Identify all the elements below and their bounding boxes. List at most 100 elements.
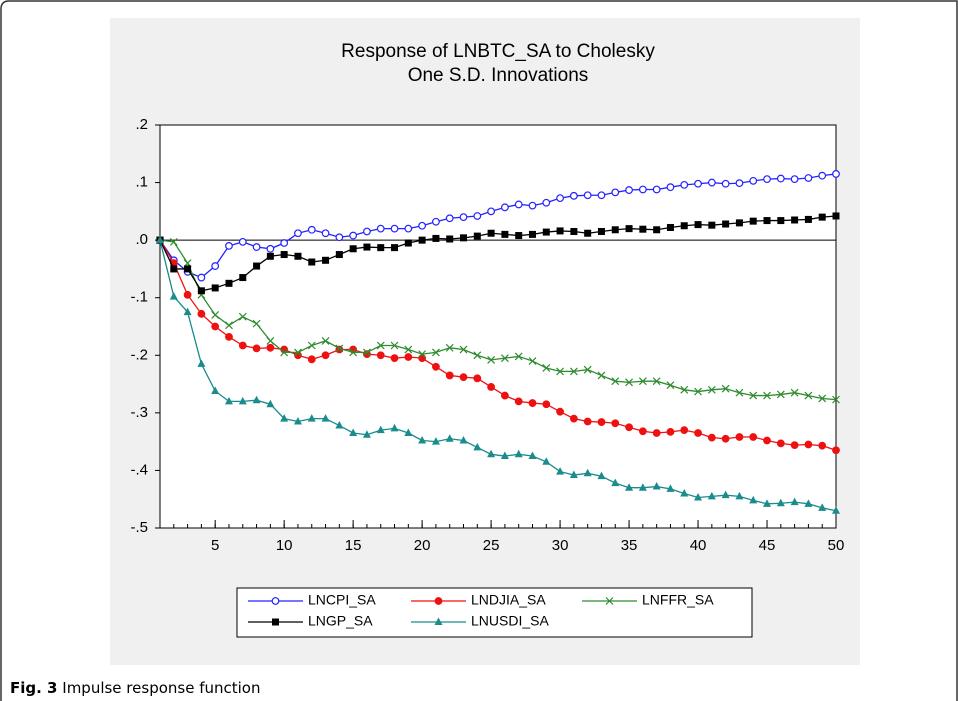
data-point	[790, 441, 799, 449]
data-point	[266, 336, 275, 345]
data-point	[763, 499, 772, 507]
data-point	[832, 446, 840, 455]
data-point	[418, 350, 427, 359]
legend-label: LNCPI_SA	[308, 592, 376, 608]
data-point	[294, 348, 302, 357]
legend-label: LNGP_SA	[308, 613, 373, 629]
data-point	[238, 396, 247, 405]
data-point	[363, 243, 371, 251]
data-point	[790, 497, 799, 506]
data-point	[184, 265, 192, 273]
data-point	[542, 400, 551, 409]
data-point	[832, 170, 840, 178]
data-point	[169, 237, 178, 246]
data-point	[722, 220, 730, 228]
data-point	[804, 215, 812, 223]
data-point	[721, 434, 730, 443]
data-point	[252, 243, 261, 251]
data-point	[211, 386, 220, 394]
data-point	[321, 351, 330, 360]
data-point	[528, 230, 536, 238]
data-point	[791, 216, 799, 224]
data-point	[349, 231, 358, 240]
data-point	[749, 433, 758, 441]
data-point	[335, 421, 344, 429]
data-point	[363, 227, 371, 236]
data-point	[556, 367, 565, 376]
data-point	[556, 227, 564, 235]
data-point	[777, 217, 785, 225]
y-tick-label: -.5	[130, 519, 148, 536]
data-point	[390, 224, 399, 233]
data-point	[749, 391, 758, 400]
data-point	[376, 341, 385, 350]
data-point	[252, 395, 261, 404]
data-point	[432, 362, 440, 371]
data-point	[294, 229, 302, 238]
data-point	[625, 483, 634, 491]
data-point	[363, 348, 371, 357]
y-tick-label: .0	[135, 231, 148, 248]
data-point	[528, 357, 537, 365]
data-point	[652, 185, 661, 194]
data-point	[349, 245, 357, 253]
data-point	[307, 414, 316, 422]
data-point	[404, 239, 412, 247]
data-point	[487, 229, 495, 237]
data-point	[707, 433, 716, 442]
data-point	[763, 175, 771, 184]
data-point	[666, 381, 675, 390]
data-point	[418, 221, 427, 230]
data-point	[294, 252, 302, 260]
data-point	[776, 439, 785, 448]
data-point	[238, 312, 247, 321]
data-point	[500, 354, 509, 363]
y-tick-label: -.4	[130, 461, 148, 478]
data-point	[569, 367, 578, 376]
y-tick-label: -.3	[130, 404, 148, 421]
data-point	[694, 387, 702, 396]
data-point	[487, 449, 496, 458]
data-point	[528, 451, 537, 460]
data-point	[460, 234, 468, 242]
data-point	[169, 292, 178, 300]
data-point	[445, 214, 454, 223]
data-point	[446, 235, 454, 243]
data-point	[501, 230, 509, 238]
data-point	[307, 225, 316, 234]
data-point	[253, 262, 261, 270]
chart-title: One S.D. Innovations	[408, 65, 589, 86]
data-point	[377, 244, 385, 252]
data-point	[432, 217, 440, 226]
data-point	[211, 322, 220, 331]
data-point	[197, 359, 206, 367]
data-point	[487, 383, 496, 391]
data-point	[473, 442, 482, 451]
data-point	[404, 353, 413, 361]
data-point	[583, 191, 592, 200]
data-point	[542, 198, 551, 207]
data-point	[514, 200, 523, 209]
data-point	[528, 201, 537, 210]
data-point	[404, 428, 413, 437]
data-point	[735, 219, 743, 227]
data-point	[528, 399, 537, 407]
data-point	[349, 348, 358, 357]
data-point	[514, 449, 523, 458]
data-point	[597, 471, 606, 480]
data-point	[487, 355, 496, 364]
data-point	[376, 425, 385, 434]
data-point	[266, 399, 275, 408]
data-point	[280, 239, 289, 247]
data-point	[556, 407, 564, 416]
data-point	[611, 188, 620, 197]
caption-text: Impulse response function	[62, 679, 260, 697]
data-point	[569, 191, 578, 200]
x-tick-label: 30	[552, 537, 569, 554]
data-point	[183, 290, 192, 299]
data-point	[473, 232, 481, 240]
data-point	[335, 344, 344, 353]
x-tick-label: 40	[690, 537, 707, 554]
data-point	[473, 374, 482, 383]
